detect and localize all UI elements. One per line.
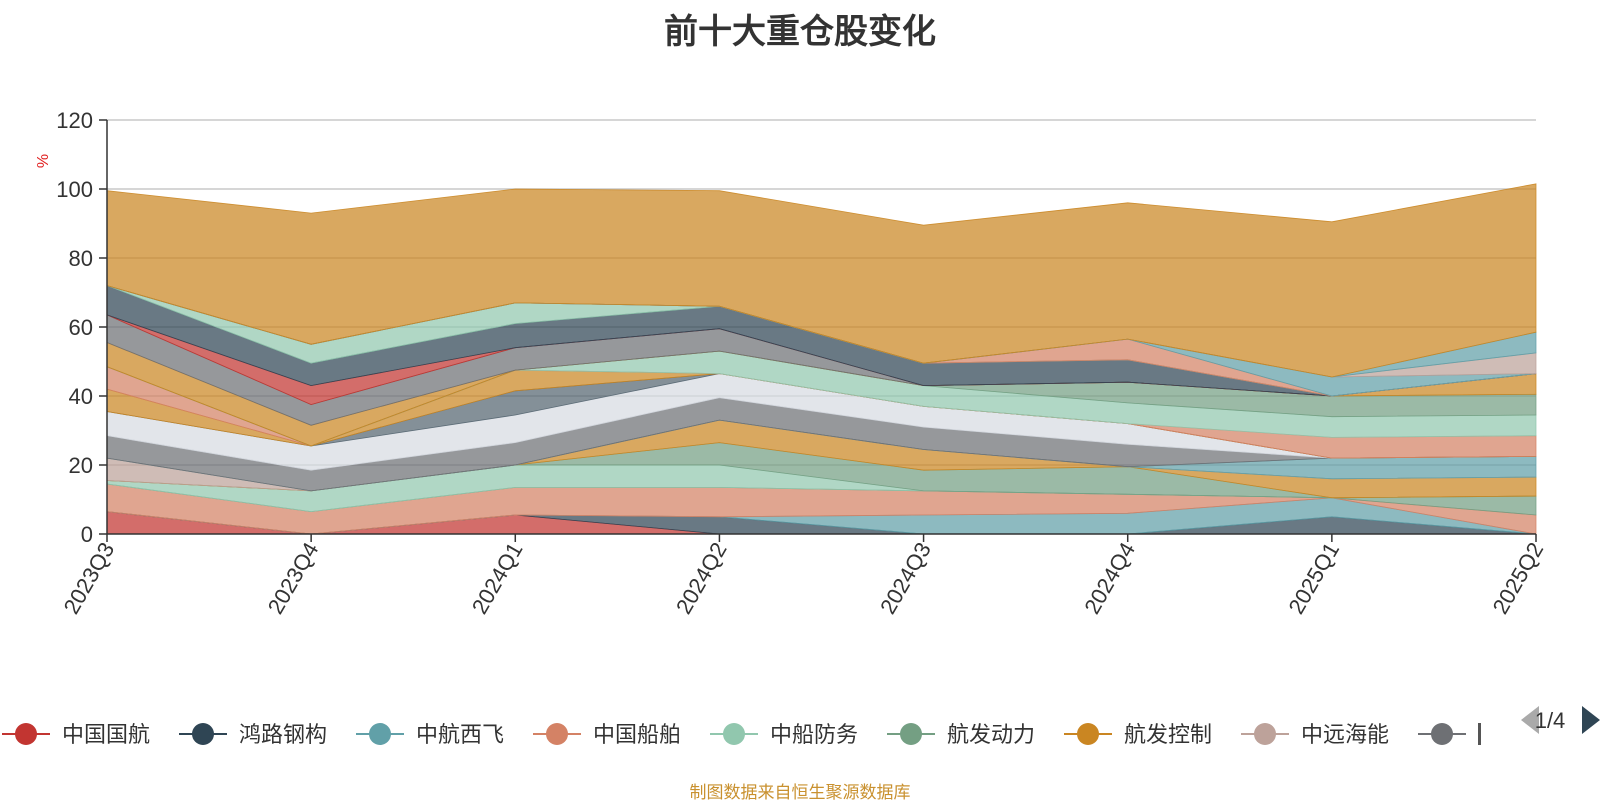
legend-item[interactable]: 中船防务 <box>710 722 858 747</box>
legend-marker <box>1431 723 1453 745</box>
x-tick-label: 2025Q1 <box>1283 538 1344 618</box>
legend-label: 航发控制 <box>1124 722 1212 747</box>
y-tick-label: 100 <box>56 177 93 202</box>
legend-marker <box>15 723 37 745</box>
legend-marker <box>900 723 922 745</box>
legend-item[interactable]: 中远海能 <box>1241 722 1389 747</box>
x-tick-label: 2023Q3 <box>59 538 120 618</box>
stacked-areas <box>106 183 1537 535</box>
legend-marker <box>1254 723 1276 745</box>
legend-label: 中航西飞 <box>416 722 504 747</box>
legend: 中国国航 鸿路钢构 中航西飞 中国船舶 中船防务 航发动力 航发控制 中远海能 <box>2 722 1481 747</box>
legend-label: 中国船舶 <box>593 722 681 747</box>
area-series-27 <box>106 183 1537 378</box>
legend-item[interactable]: 航发控制 <box>1064 722 1212 747</box>
source-note: 制图数据来自恒生聚源数据库 <box>689 783 911 802</box>
legend-marker <box>723 723 745 745</box>
legend-label: 中船防务 <box>770 722 858 747</box>
legend-item[interactable]: 航发动力 <box>887 722 1035 747</box>
y-tick-label: 40 <box>69 384 93 409</box>
x-tick-label: 2024Q3 <box>875 538 936 618</box>
x-tick-label: 2023Q4 <box>263 538 324 618</box>
legend-marker <box>546 723 568 745</box>
legend-label: 鸿路钢构 <box>239 722 327 747</box>
legend-item[interactable]: 鸿路钢构 <box>179 722 327 747</box>
pager-text: 1/4 <box>1535 708 1566 733</box>
legend-item[interactable]: 中国船舶 <box>533 722 681 747</box>
legend-item[interactable] <box>1418 723 1481 745</box>
legend-pager: 1/4 <box>1521 706 1600 734</box>
x-tick-label: 2024Q1 <box>467 538 528 618</box>
legend-marker <box>369 723 391 745</box>
legend-marker <box>1077 723 1099 745</box>
x-tick-label: 2025Q2 <box>1488 538 1549 618</box>
y-tick-label: 60 <box>69 315 93 340</box>
legend-label: 中国国航 <box>62 722 150 747</box>
y-tick-label: 0 <box>81 522 93 547</box>
y-axis-label: % <box>35 154 52 168</box>
y-tick-label: 20 <box>69 453 93 478</box>
legend-label: 中远海能 <box>1301 722 1389 747</box>
legend-label-truncated <box>1478 723 1481 745</box>
legend-label: 航发动力 <box>947 722 1035 747</box>
y-tick-label: 80 <box>69 246 93 271</box>
legend-item[interactable]: 中航西飞 <box>356 722 504 747</box>
pager-prev-icon[interactable] <box>1521 706 1539 734</box>
x-tick-label: 2024Q4 <box>1079 538 1140 618</box>
y-tick-label: 120 <box>56 108 93 133</box>
legend-item[interactable]: 中国国航 <box>2 722 150 747</box>
legend-marker <box>192 723 214 745</box>
pager-next-icon[interactable] <box>1582 706 1600 734</box>
chart-title: 前十大重仓股变化 <box>664 13 936 51</box>
x-tick-label: 2024Q2 <box>671 538 732 618</box>
